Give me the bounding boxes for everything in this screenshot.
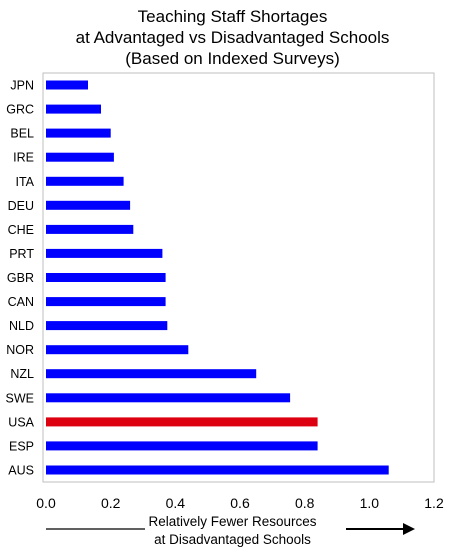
bar-esp: [46, 441, 318, 451]
y-tick-label-ire: IRE: [13, 151, 34, 165]
y-tick-label-jpn: JPN: [10, 79, 34, 93]
y-tick-label-aus: AUS: [8, 464, 34, 478]
y-tick-label-can: CAN: [8, 295, 34, 309]
y-tick-label-swe: SWE: [6, 391, 34, 405]
bar-swe: [46, 393, 291, 403]
bar-deu: [46, 200, 131, 210]
y-tick-label-nld: NLD: [9, 319, 34, 333]
bar-grc: [46, 104, 101, 114]
bar-bel: [46, 128, 111, 138]
bar-ita: [46, 176, 124, 186]
title-line-3: (Based on Indexed Surveys): [125, 49, 340, 68]
bar-aus: [46, 465, 389, 475]
y-tick-label-usa: USA: [8, 415, 34, 429]
y-tick-label-prt: PRT: [9, 247, 34, 261]
y-tick-label-nor: NOR: [6, 343, 34, 357]
y-tick-label-esp: ESP: [9, 439, 34, 453]
y-tick-label-deu: DEU: [8, 199, 34, 213]
bar-nzl: [46, 369, 257, 379]
bar-nld: [46, 321, 168, 331]
plot-area-frame: [42, 72, 435, 483]
bar-gbr: [46, 273, 166, 282]
bar-che: [46, 224, 134, 234]
x-tick-label-3: 0.6: [230, 495, 250, 511]
y-tick-label-ita: ITA: [15, 175, 34, 189]
x-tick-label-1: 0.2: [101, 495, 121, 511]
bar-usa: [46, 417, 318, 427]
x-tick-label-6: 1.2: [424, 495, 444, 511]
y-tick-label-grc: GRC: [6, 103, 34, 117]
x-tick-label-4: 0.8: [295, 495, 315, 511]
arrow-head-icon: [403, 523, 415, 535]
xlabel-line-2: at Disadvantaged Schools: [154, 532, 311, 547]
x-tick-label-5: 1.0: [360, 495, 380, 511]
bar-prt: [46, 248, 163, 258]
x-axis-label: Relatively Fewer Resources at Disadvanta…: [0, 513, 465, 549]
y-tick-label-gbr: GBR: [7, 271, 34, 285]
y-tick-label-nzl: NZL: [10, 367, 34, 381]
y-tick-label-che: CHE: [8, 223, 34, 237]
bar-jpn: [46, 80, 88, 90]
y-tick-label-bel: BEL: [10, 127, 34, 141]
x-tick-label-2: 0.4: [166, 495, 186, 511]
title-line-2: at Advantaged vs Disadvantaged Schools: [75, 28, 390, 47]
bar-nor: [46, 345, 189, 355]
x-tick-label-0: 0.0: [36, 495, 56, 511]
chart-title: Teaching Staff Shortages at Advantaged v…: [0, 6, 465, 69]
title-line-1: Teaching Staff Shortages: [137, 7, 328, 26]
xlabel-line-1: Relatively Fewer Resources: [148, 514, 317, 529]
bar-ire: [46, 152, 114, 162]
bar-can: [46, 297, 166, 307]
